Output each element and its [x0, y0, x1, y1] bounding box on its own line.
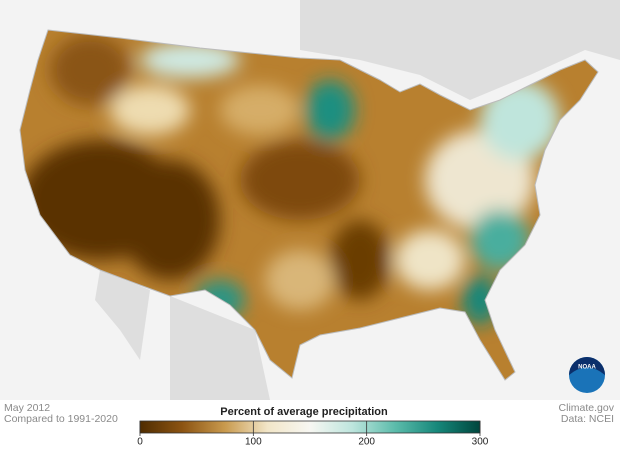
date: May 2012 — [4, 402, 50, 414]
data-credit: Data: NCEI — [561, 413, 614, 425]
logo-text: NOAA — [578, 365, 596, 371]
legend-title: Percent of average precipitation — [220, 406, 388, 418]
canada — [300, 0, 620, 100]
tick-label: 200 — [358, 437, 375, 448]
tick-label: 0 — [137, 437, 143, 448]
tick-label: 100 — [245, 437, 262, 448]
tick-label: 300 — [472, 437, 489, 448]
legend-ticks: 0 100 200 300 — [137, 421, 489, 448]
noaa-logo: NOAA — [569, 357, 605, 393]
color-bar — [139, 420, 481, 434]
baseline: Compared to 1991-2020 — [4, 413, 118, 425]
mexico — [170, 296, 270, 400]
mexico — [95, 270, 150, 360]
source: Climate.gov — [559, 402, 615, 414]
